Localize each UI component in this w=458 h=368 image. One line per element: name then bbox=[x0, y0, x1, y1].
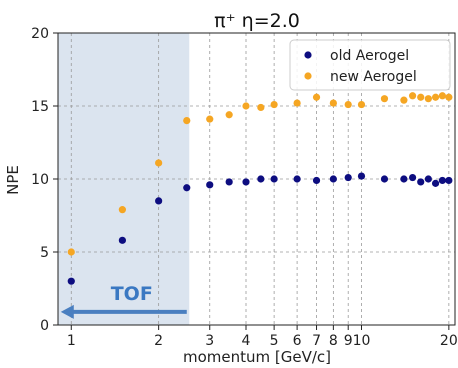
y-tick-label: 15 bbox=[31, 99, 49, 115]
x-tick-label: 9 bbox=[344, 333, 353, 349]
x-tick-label: 1 bbox=[67, 333, 76, 349]
new-aerogel-point bbox=[242, 102, 250, 110]
x-axis-label: momentum [GeV/c] bbox=[183, 348, 331, 366]
new-aerogel-point bbox=[417, 93, 425, 101]
plot-frame bbox=[57, 32, 456, 326]
old-aerogel-point bbox=[67, 277, 75, 285]
new-aerogel-point bbox=[225, 111, 233, 119]
old-aerogel-point bbox=[257, 175, 265, 183]
new-aerogel-point bbox=[424, 95, 432, 103]
chart-title: π⁺ η=2.0 bbox=[214, 10, 300, 32]
old-aerogel-point bbox=[431, 179, 440, 187]
y-tick-label: 0 bbox=[40, 318, 49, 334]
x-tick-label: 6 bbox=[293, 333, 302, 349]
old-aerogel-point bbox=[400, 175, 408, 183]
new-aerogel-point bbox=[118, 206, 126, 214]
tof-label: TOF bbox=[111, 283, 153, 305]
new-aerogel-point bbox=[380, 95, 389, 103]
x-tick-label: 10 bbox=[353, 333, 371, 349]
x-tick-label: 20 bbox=[440, 333, 458, 349]
old-aerogel-point bbox=[438, 176, 446, 185]
new-aerogel-point bbox=[155, 159, 163, 167]
old-aerogel-point bbox=[329, 175, 337, 183]
new-aerogel-point bbox=[445, 93, 453, 101]
new-aerogel-point bbox=[329, 99, 337, 107]
new-aerogel-point bbox=[357, 100, 366, 109]
old-aerogel-point bbox=[118, 236, 126, 244]
old-aerogel-point bbox=[417, 178, 425, 186]
old-aerogel-point bbox=[206, 181, 214, 189]
new-aerogel-point bbox=[400, 96, 408, 104]
old-aerogel-point bbox=[155, 197, 163, 205]
legend-new-aerogel-label: new Aerogel bbox=[330, 69, 417, 85]
new-aerogel-point bbox=[408, 92, 417, 100]
old-aerogel-point bbox=[312, 176, 321, 185]
new-aerogel-point bbox=[293, 99, 301, 107]
legend-box bbox=[289, 39, 451, 91]
new-aerogel-point bbox=[183, 117, 191, 125]
old-aerogel-point bbox=[225, 178, 233, 186]
old-aerogel-point bbox=[408, 173, 417, 182]
old-aerogel-point bbox=[357, 172, 366, 180]
old-aerogel-point bbox=[242, 178, 250, 186]
x-tick-label: 4 bbox=[242, 333, 251, 349]
old-aerogel-point bbox=[380, 175, 389, 183]
legend-old-aerogel-marker bbox=[304, 51, 312, 59]
y-tick-label: 20 bbox=[31, 26, 49, 42]
tof-arrow-head bbox=[60, 304, 74, 319]
old-aerogel-point bbox=[344, 173, 352, 182]
old-aerogel-point bbox=[445, 176, 453, 185]
new-aerogel-point bbox=[257, 103, 265, 112]
old-aerogel-point bbox=[183, 184, 191, 192]
legend-old-aerogel-label: old Aerogel bbox=[330, 48, 409, 64]
legend-new-aerogel-marker bbox=[304, 72, 312, 80]
x-tick-label: 5 bbox=[270, 333, 279, 349]
new-aerogel-point bbox=[270, 100, 278, 109]
x-tick-label: 8 bbox=[329, 333, 338, 349]
old-aerogel-point bbox=[270, 175, 278, 183]
y-tick-label: 10 bbox=[31, 172, 49, 188]
x-tick-label: 3 bbox=[205, 333, 214, 349]
new-aerogel-point bbox=[431, 93, 440, 101]
y-tick-label: 5 bbox=[40, 245, 49, 261]
x-tick-label: 7 bbox=[312, 333, 321, 349]
new-aerogel-point bbox=[344, 100, 352, 109]
old-aerogel-point bbox=[424, 175, 432, 183]
new-aerogel-point bbox=[312, 93, 321, 101]
new-aerogel-point bbox=[438, 92, 446, 100]
x-tick-label: 2 bbox=[154, 333, 163, 349]
new-aerogel-point bbox=[67, 248, 75, 256]
new-aerogel-point bbox=[206, 115, 214, 123]
old-aerogel-point bbox=[293, 175, 301, 183]
y-axis-label: NPE bbox=[4, 165, 22, 195]
